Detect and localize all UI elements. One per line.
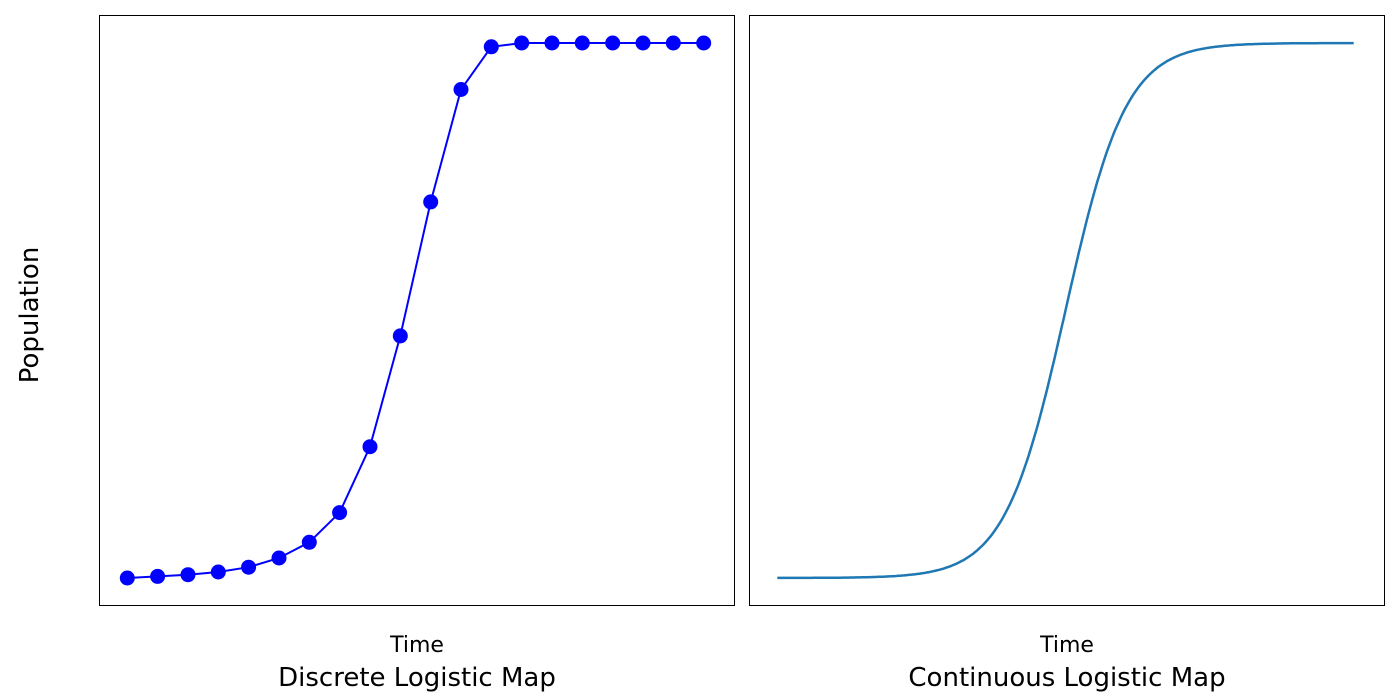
continuous-plot-frame bbox=[749, 15, 1385, 606]
discrete-data-point bbox=[696, 35, 712, 51]
discrete-data-point bbox=[241, 559, 257, 575]
discrete-data-point bbox=[423, 194, 439, 210]
continuous-x-axis-label: Time bbox=[1039, 633, 1094, 658]
y-axis-label: Population bbox=[15, 247, 45, 384]
discrete-data-point bbox=[362, 439, 378, 455]
discrete-data-point bbox=[119, 570, 135, 586]
discrete-data-point bbox=[665, 35, 681, 51]
continuous-series-line bbox=[777, 41, 1354, 580]
continuous-chart-title: Continuous Logistic Map bbox=[908, 663, 1225, 693]
discrete-data-point bbox=[301, 534, 317, 550]
discrete-data-point bbox=[180, 567, 196, 583]
discrete-data-point bbox=[483, 39, 499, 55]
discrete-data-point bbox=[605, 35, 621, 51]
discrete-data-point bbox=[514, 35, 530, 51]
discrete-panel: Time Discrete Logistic Map bbox=[99, 15, 735, 693]
discrete-data-point bbox=[332, 505, 348, 521]
discrete-data-point bbox=[635, 35, 651, 51]
discrete-data-point bbox=[150, 568, 166, 584]
discrete-data-point bbox=[392, 328, 408, 344]
continuous-panel: Time Continuous Logistic Map bbox=[749, 15, 1385, 693]
discrete-data-point bbox=[271, 550, 287, 566]
discrete-plot-frame bbox=[99, 15, 735, 606]
discrete-chart-title: Discrete Logistic Map bbox=[278, 663, 556, 693]
discrete-data-point bbox=[453, 82, 469, 97]
discrete-data-point bbox=[210, 564, 226, 580]
discrete-data-point bbox=[544, 35, 560, 51]
discrete-data-point bbox=[574, 35, 590, 51]
discrete-marks bbox=[119, 35, 712, 586]
continuous-marks bbox=[777, 41, 1354, 580]
discrete-x-axis-label: Time bbox=[389, 633, 444, 658]
